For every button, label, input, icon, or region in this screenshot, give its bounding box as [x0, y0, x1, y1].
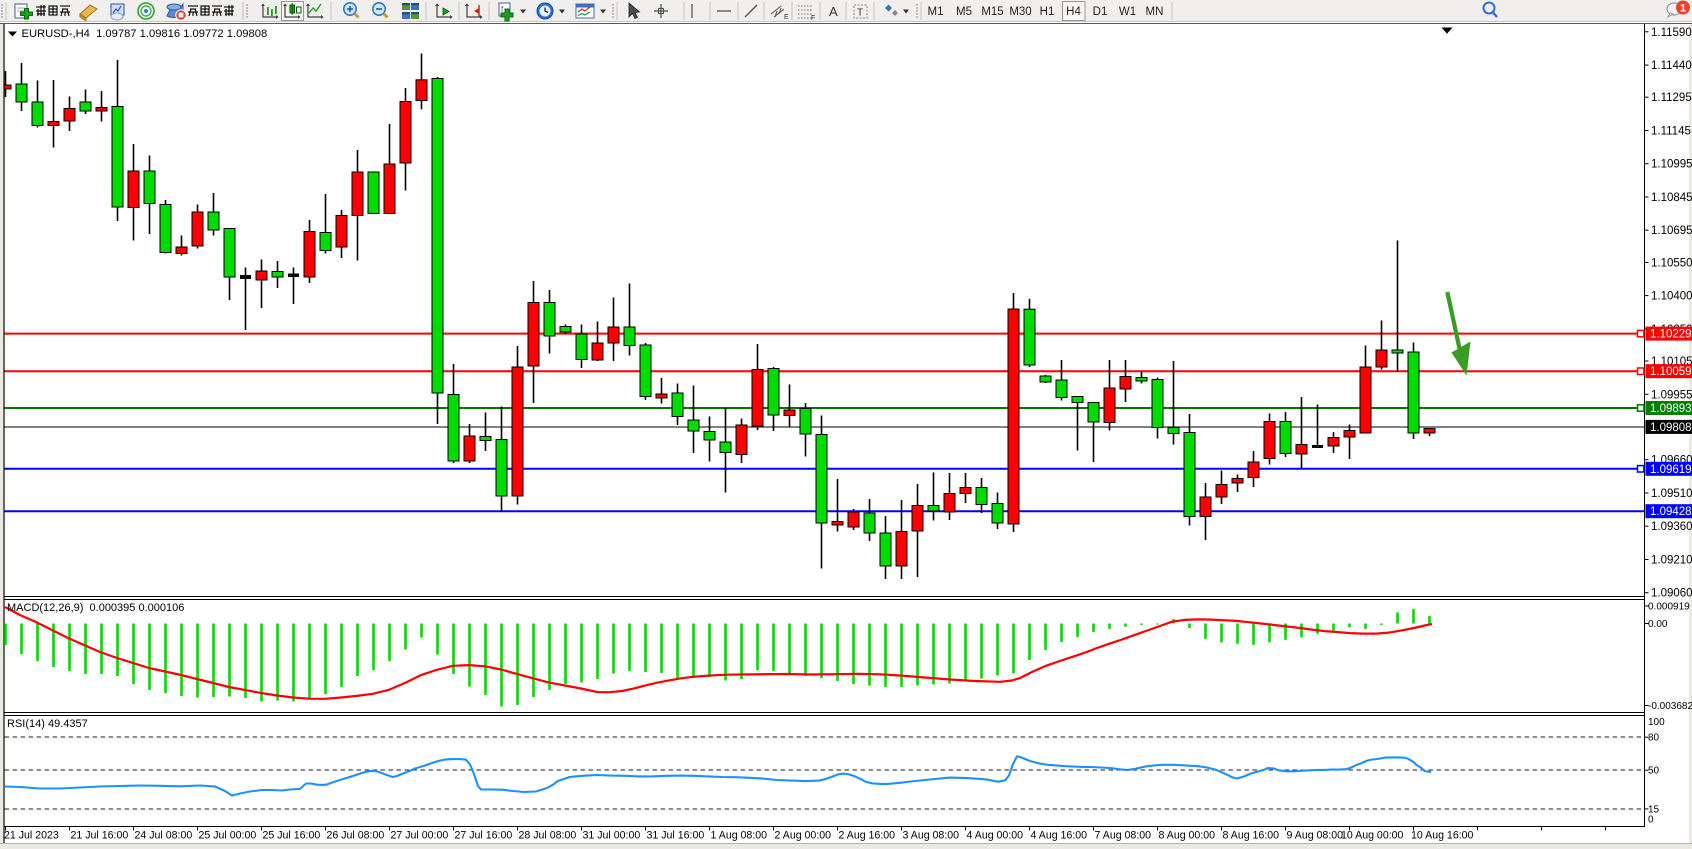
svg-text:15: 15 — [1648, 804, 1660, 815]
svg-text:M30: M30 — [1009, 6, 1031, 18]
svg-text:H4: H4 — [1066, 6, 1081, 18]
svg-text:M15: M15 — [981, 6, 1003, 18]
svg-text:9 Aug 08:00: 9 Aug 08:00 — [1287, 830, 1344, 842]
svg-text:1.10695: 1.10695 — [1651, 225, 1692, 237]
svg-text:1 Aug 08:00: 1 Aug 08:00 — [711, 830, 768, 842]
svg-text:1.09510: 1.09510 — [1651, 488, 1692, 500]
svg-text:2 Aug 16:00: 2 Aug 16:00 — [839, 830, 896, 842]
svg-text:F: F — [811, 15, 815, 22]
svg-text:21 Jul 16:00: 21 Jul 16:00 — [71, 830, 129, 842]
svg-text:21 Jul 2023: 21 Jul 2023 — [4, 830, 59, 842]
svg-text:1.11145: 1.11145 — [1651, 126, 1691, 138]
svg-text:1.09955: 1.09955 — [1651, 389, 1692, 401]
svg-text:1.10400: 1.10400 — [1651, 291, 1692, 303]
svg-text:0.000919: 0.000919 — [1648, 602, 1690, 613]
svg-text:50: 50 — [1648, 766, 1660, 777]
svg-text:8 Aug 16:00: 8 Aug 16:00 — [1223, 830, 1280, 842]
svg-text:27 Jul 16:00: 27 Jul 16:00 — [455, 830, 513, 842]
svg-text:2 Aug 00:00: 2 Aug 00:00 — [775, 830, 832, 842]
svg-text:1.10995: 1.10995 — [1651, 159, 1692, 171]
svg-text:1.10550: 1.10550 — [1651, 257, 1692, 269]
svg-text:1.10845: 1.10845 — [1651, 192, 1692, 204]
svg-text:1.11440: 1.11440 — [1651, 60, 1692, 72]
svg-text:M1: M1 — [928, 6, 944, 18]
svg-text:RSI(14) 49.4357: RSI(14) 49.4357 — [7, 718, 88, 730]
svg-text:1: 1 — [1680, 3, 1686, 15]
svg-text:EURUSD-,H4 1.09787 1.09816 1.: EURUSD-,H4 1.09787 1.09816 1.09772 1.098… — [22, 28, 268, 40]
svg-text:1.10229: 1.10229 — [1650, 329, 1692, 341]
svg-text:4 Aug 16:00: 4 Aug 16:00 — [1031, 830, 1088, 842]
svg-text:1.11295: 1.11295 — [1651, 92, 1692, 104]
svg-text:7 Aug 08:00: 7 Aug 08:00 — [1095, 830, 1152, 842]
svg-text:8 Aug 00:00: 8 Aug 00:00 — [1159, 830, 1216, 842]
svg-text:10 Aug 00:00: 10 Aug 00:00 — [1341, 830, 1404, 842]
svg-text:31 Jul 16:00: 31 Jul 16:00 — [647, 830, 705, 842]
svg-text:0.00: 0.00 — [1648, 619, 1668, 630]
svg-text:1.09619: 1.09619 — [1650, 464, 1692, 476]
svg-text:MACD(12,26,9) 0.000395 0.0001: MACD(12,26,9) 0.000395 0.000106 — [7, 602, 184, 614]
svg-text:100: 100 — [1648, 717, 1665, 728]
svg-text:W1: W1 — [1119, 6, 1136, 18]
svg-text:T: T — [857, 8, 863, 19]
svg-text:80: 80 — [1648, 733, 1660, 744]
svg-text:A: A — [829, 4, 838, 19]
svg-text:-0.003682: -0.003682 — [1648, 701, 1692, 712]
svg-text:26 Jul 08:00: 26 Jul 08:00 — [327, 830, 385, 842]
svg-text:3 Aug 08:00: 3 Aug 08:00 — [903, 830, 960, 842]
svg-text:1.09428: 1.09428 — [1650, 506, 1692, 518]
svg-text:f: f — [501, 5, 504, 14]
svg-text:1.09893: 1.09893 — [1650, 403, 1692, 415]
svg-text:25 Jul 00:00: 25 Jul 00:00 — [199, 830, 257, 842]
svg-text:25 Jul 16:00: 25 Jul 16:00 — [263, 830, 321, 842]
svg-text:31 Jul 00:00: 31 Jul 00:00 — [583, 830, 641, 842]
svg-text:1.10059: 1.10059 — [1650, 366, 1692, 378]
svg-text:E: E — [784, 14, 789, 21]
svg-text:1.09060: 1.09060 — [1651, 588, 1692, 600]
svg-text:1.09808: 1.09808 — [1650, 422, 1692, 434]
svg-text:10 Aug 16:00: 10 Aug 16:00 — [1411, 830, 1474, 842]
svg-text:M5: M5 — [956, 6, 972, 18]
svg-text:4 Aug 00:00: 4 Aug 00:00 — [967, 830, 1024, 842]
svg-text:27 Jul 00:00: 27 Jul 00:00 — [391, 830, 449, 842]
svg-text:H1: H1 — [1040, 6, 1055, 18]
svg-text:1.11590: 1.11590 — [1651, 27, 1692, 39]
svg-text:MN: MN — [1146, 6, 1164, 18]
svg-text:24 Jul 08:00: 24 Jul 08:00 — [135, 830, 193, 842]
svg-text:1.09360: 1.09360 — [1651, 521, 1692, 533]
svg-text:D1: D1 — [1093, 6, 1108, 18]
svg-text:1.09210: 1.09210 — [1651, 555, 1692, 567]
svg-text:0: 0 — [1648, 814, 1654, 825]
svg-text:28 Jul 08:00: 28 Jul 08:00 — [519, 830, 577, 842]
